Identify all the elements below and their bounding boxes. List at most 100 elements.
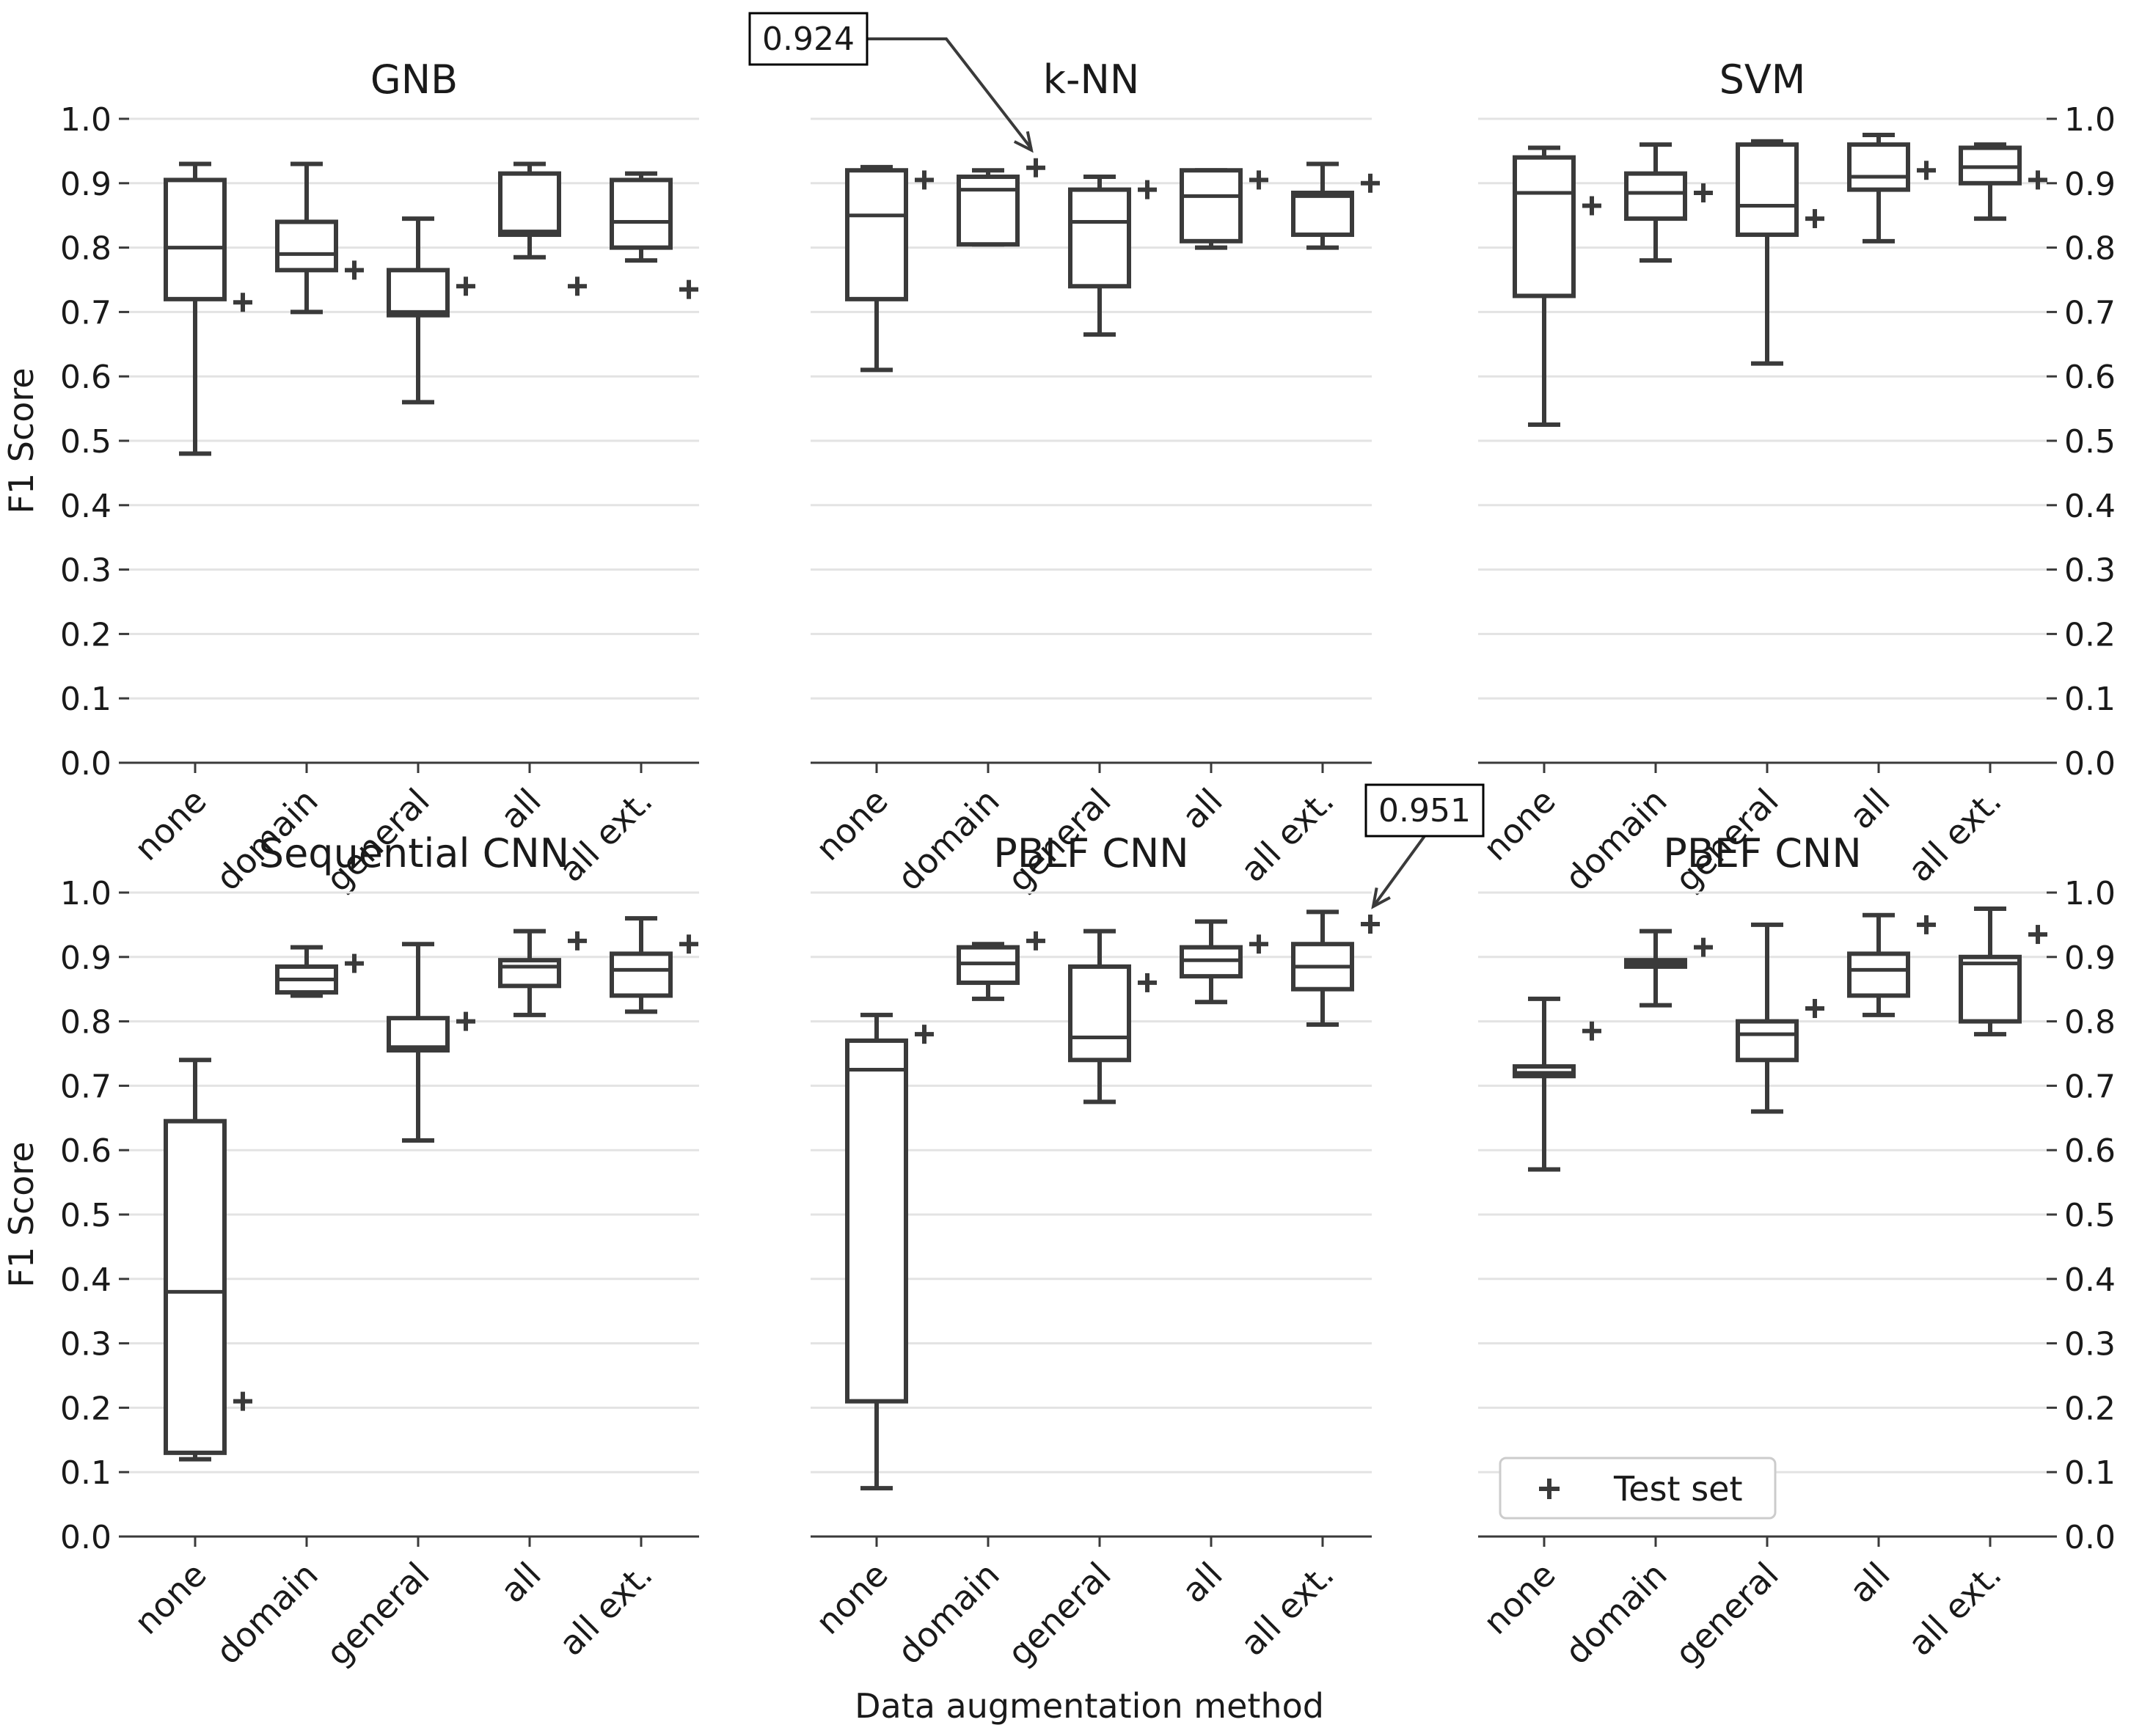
box-all-ext-: [610, 916, 673, 1014]
annotation-box: [748, 12, 869, 66]
panel-title: SVM: [1719, 56, 1806, 103]
y-tick-label: 0.3: [2064, 1326, 2116, 1363]
box-none: [1513, 145, 1576, 428]
y-tick-label: 0.0: [60, 1519, 112, 1556]
iqr-box: [1068, 187, 1131, 289]
test-set-marker: [1138, 973, 1157, 992]
iqr-box: [1180, 168, 1243, 243]
iqr-box: [1959, 954, 2022, 1024]
iqr-box: [498, 958, 561, 989]
test-set-marker: [233, 293, 252, 312]
test-set-marker: [1694, 937, 1713, 957]
box-all-ext-: [610, 171, 673, 263]
test-set-marker: [1582, 1021, 1601, 1041]
y-tick-label: 0.9: [2064, 166, 2116, 203]
box-all: [1180, 919, 1243, 1005]
y-tick-label: 0.5: [60, 423, 112, 461]
y-tick-label: 0.5: [2064, 423, 2116, 461]
x-axis-label: Data augmentation method: [855, 1686, 1324, 1726]
legend-frame: [1499, 1457, 1777, 1520]
iqr-box: [387, 1016, 450, 1053]
test-set-marker: [1917, 161, 1936, 180]
test-set-marker: [1361, 173, 1380, 193]
test-set-marker: [1361, 915, 1380, 934]
iqr-box: [1291, 190, 1354, 238]
box-domain: [957, 168, 1020, 247]
iqr-box: [610, 951, 673, 998]
y-tick-label: 0.6: [60, 359, 112, 396]
y-axis-label: F1 Score: [1, 367, 41, 513]
iqr-box: [1513, 155, 1576, 299]
box-general: [1068, 929, 1131, 1105]
box-all-ext-: [1291, 909, 1354, 1027]
y-tick-label: 0.7: [60, 1068, 112, 1105]
box-none: [845, 1012, 908, 1491]
iqr-box: [1847, 142, 1910, 192]
box-all-ext-: [1959, 906, 2022, 1037]
y-tick-label: 0.1: [60, 1454, 112, 1492]
y-tick-label: 0.1: [2064, 681, 2116, 718]
y-tick-label: 0.2: [2064, 1390, 2116, 1427]
annotation-leader: [867, 37, 1033, 150]
panel-title: k-NN: [1043, 56, 1140, 103]
test-set-marker: [1917, 915, 1936, 934]
box-domain: [1624, 142, 1687, 263]
y-tick-label: 0.6: [2064, 359, 2116, 396]
test-set-marker: [233, 1391, 252, 1411]
y-tick-label: 0.3: [60, 552, 112, 590]
y-tick-label: 0.2: [60, 1390, 112, 1427]
annotation-leader: [1372, 835, 1426, 908]
iqr-box: [1736, 1019, 1799, 1063]
y-tick-label: 0.4: [2064, 1261, 2116, 1299]
test-set-marker: [568, 931, 587, 951]
y-tick-label: 0.9: [60, 166, 112, 203]
y-tick-label: 1.0: [2064, 101, 2116, 139]
y-tick-label: 0.5: [2064, 1197, 2116, 1234]
annotation-text: 0.924: [762, 21, 855, 58]
box-general: [1736, 922, 1799, 1114]
annotation-text: 0.951: [1378, 792, 1471, 829]
iqr-box: [845, 168, 908, 301]
box-all: [1180, 168, 1243, 250]
y-tick-label: 0.8: [60, 1004, 112, 1041]
iqr-box: [164, 177, 227, 301]
iqr-box: [610, 177, 673, 250]
panel-title: GNB: [370, 56, 458, 103]
y-tick-label: 0.8: [2064, 230, 2116, 268]
box-general: [387, 216, 450, 405]
test-set-marker: [1805, 209, 1824, 229]
test-set-marker: [1026, 931, 1045, 951]
iqr-box: [957, 175, 1020, 247]
iqr-box: [1736, 142, 1799, 238]
test-set-marker: [1138, 180, 1157, 199]
box-general: [387, 942, 450, 1143]
box-domain: [957, 942, 1020, 1001]
test-set-marker: [2028, 170, 2047, 190]
y-tick-label: 0.3: [60, 1326, 112, 1363]
panel-title: PBLF CNN: [993, 830, 1188, 876]
y-tick-label: 0.4: [2064, 488, 2116, 525]
iqr-box: [164, 1118, 227, 1455]
iqr-box: [387, 268, 450, 318]
test-set-marker: [456, 276, 475, 296]
y-tick-label: 0.8: [60, 230, 112, 268]
y-tick-label: 0.0: [2064, 1519, 2116, 1556]
test-set-marker: [1249, 934, 1268, 954]
annotation-arrowhead: [1371, 887, 1391, 909]
iqr-box: [1847, 951, 1910, 998]
test-set-marker: [456, 1011, 475, 1031]
y-tick-label: 0.4: [60, 488, 112, 525]
y-tick-label: 0.2: [60, 616, 112, 653]
test-set-marker: [1026, 158, 1045, 177]
legend: Test set: [1499, 1457, 1777, 1520]
y-tick-label: 0.8: [2064, 1004, 2116, 1041]
annotation-box: [1364, 783, 1485, 838]
value-annotation: 0.924: [748, 12, 1034, 153]
panel-title: Sequential CNN: [259, 830, 569, 876]
test-set-marker: [915, 1025, 934, 1044]
y-tick-label: 0.0: [2064, 745, 2116, 783]
box-domain: [275, 161, 338, 315]
test-set-marker: [679, 279, 698, 299]
